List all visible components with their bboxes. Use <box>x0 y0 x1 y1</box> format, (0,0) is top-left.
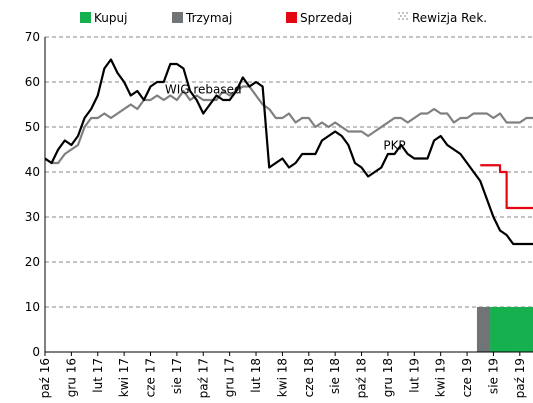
x-tick-label: cze 19 <box>460 358 474 397</box>
y-tick-label: 10 <box>25 300 40 314</box>
price-line <box>45 85 533 165</box>
x-tick-label: paź 18 <box>355 358 369 398</box>
annotation: PKP <box>383 139 405 153</box>
legend-swatch <box>286 12 297 23</box>
x-tick-label: gru 17 <box>223 358 237 397</box>
recommendation-bar <box>503 307 511 352</box>
legend-label: Rewizja Rek. <box>412 11 487 25</box>
x-tick-label: lut 19 <box>407 358 421 393</box>
legend-label: Kupuj <box>94 11 127 25</box>
x-tick-label: lut 17 <box>91 358 105 393</box>
x-tick-label: paź 17 <box>196 358 210 398</box>
x-tick-label: sie 19 <box>486 358 500 394</box>
x-tick-label: kwi 17 <box>117 358 131 397</box>
legend-swatch <box>80 12 91 23</box>
legend-swatch <box>172 12 183 23</box>
price-line <box>45 58 533 246</box>
recommendation-bar <box>496 307 504 352</box>
recommendation-bar <box>483 307 491 352</box>
legend-label: Trzymaj <box>185 11 232 25</box>
legend-dot <box>406 12 408 14</box>
recommendation-bar <box>516 307 524 352</box>
x-tick-label: kwi 19 <box>434 358 448 397</box>
x-tick-label: kwi 18 <box>275 358 289 397</box>
recommendation-bar <box>529 307 533 352</box>
y-tick-label: 20 <box>25 255 40 269</box>
y-tick-label: 60 <box>25 75 40 89</box>
target-line <box>480 164 533 210</box>
x-tick-label: sie 18 <box>328 358 342 394</box>
legend-dot <box>398 12 400 14</box>
recommendation-bar <box>523 307 531 352</box>
x-tick-label: gru 18 <box>381 358 395 397</box>
legend-dot <box>402 12 404 14</box>
x-tick-label: lut 18 <box>249 358 263 393</box>
x-tick-label: paź 19 <box>513 358 527 398</box>
legend-dot <box>400 15 402 17</box>
legend-label: Sprzedaj <box>300 11 352 25</box>
y-tick-label: 50 <box>25 120 40 134</box>
recommendation-bar <box>476 307 484 352</box>
x-tick-label: cze 18 <box>302 358 316 397</box>
y-tick-label: 0 <box>32 345 40 359</box>
x-tick-label: cze 17 <box>144 358 158 397</box>
x-tick-label: paź 16 <box>38 358 52 398</box>
y-tick-label: 30 <box>25 210 40 224</box>
recommendation-bar <box>509 307 517 352</box>
legend-dot <box>398 18 400 20</box>
recommendation-bar <box>490 307 498 352</box>
legend-dot <box>406 18 408 20</box>
y-tick-label: 40 <box>25 165 40 179</box>
legend-dot <box>404 15 406 17</box>
x-tick-label: sie 17 <box>170 358 184 394</box>
annotation: WIG rebased <box>165 82 242 96</box>
y-tick-label: 70 <box>25 30 40 44</box>
legend-dot <box>402 18 404 20</box>
x-tick-label: gru 16 <box>64 358 78 397</box>
